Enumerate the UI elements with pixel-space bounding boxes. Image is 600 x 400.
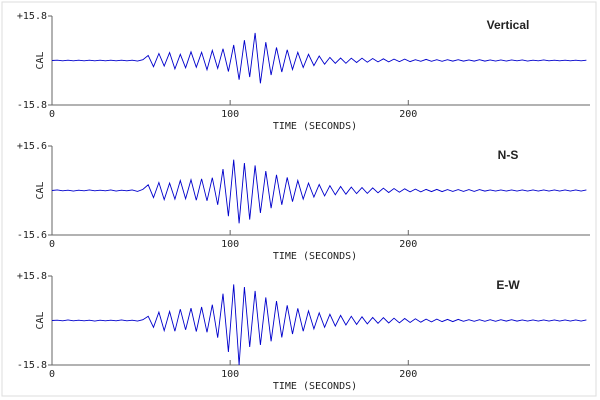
x-tick-label: 200	[399, 369, 417, 380]
x-tick-label: 100	[221, 369, 239, 380]
y-axis-label: CAL	[35, 311, 46, 329]
x-tick-label: 200	[399, 239, 417, 250]
y-tick-label: -15.6	[17, 230, 47, 241]
x-tick-label: 200	[399, 109, 417, 120]
waveform	[51, 32, 587, 84]
x-tick-label: 0	[49, 369, 55, 380]
x-tick-label: 0	[49, 239, 55, 250]
y-axis-label: CAL	[35, 181, 46, 199]
waveform	[51, 284, 587, 366]
waveform	[51, 159, 587, 224]
panel-title: Vertical	[487, 18, 530, 32]
y-tick-label: -15.8	[17, 100, 47, 111]
y-tick-label: -15.8	[17, 360, 47, 371]
x-tick-label: 100	[221, 239, 239, 250]
panel-title: N-S	[498, 148, 519, 162]
y-tick-label: +15.8	[17, 271, 47, 282]
x-axis-label: TIME (SECONDS)	[273, 381, 357, 392]
panel-title: E-W	[496, 278, 520, 292]
x-tick-label: 0	[49, 109, 55, 120]
x-axis-label: TIME (SECONDS)	[273, 121, 357, 132]
x-axis-label: TIME (SECONDS)	[273, 251, 357, 262]
y-tick-label: +15.8	[17, 11, 47, 22]
x-tick-label: 100	[221, 109, 239, 120]
y-tick-label: +15.6	[17, 141, 47, 152]
y-axis-label: CAL	[35, 51, 46, 69]
